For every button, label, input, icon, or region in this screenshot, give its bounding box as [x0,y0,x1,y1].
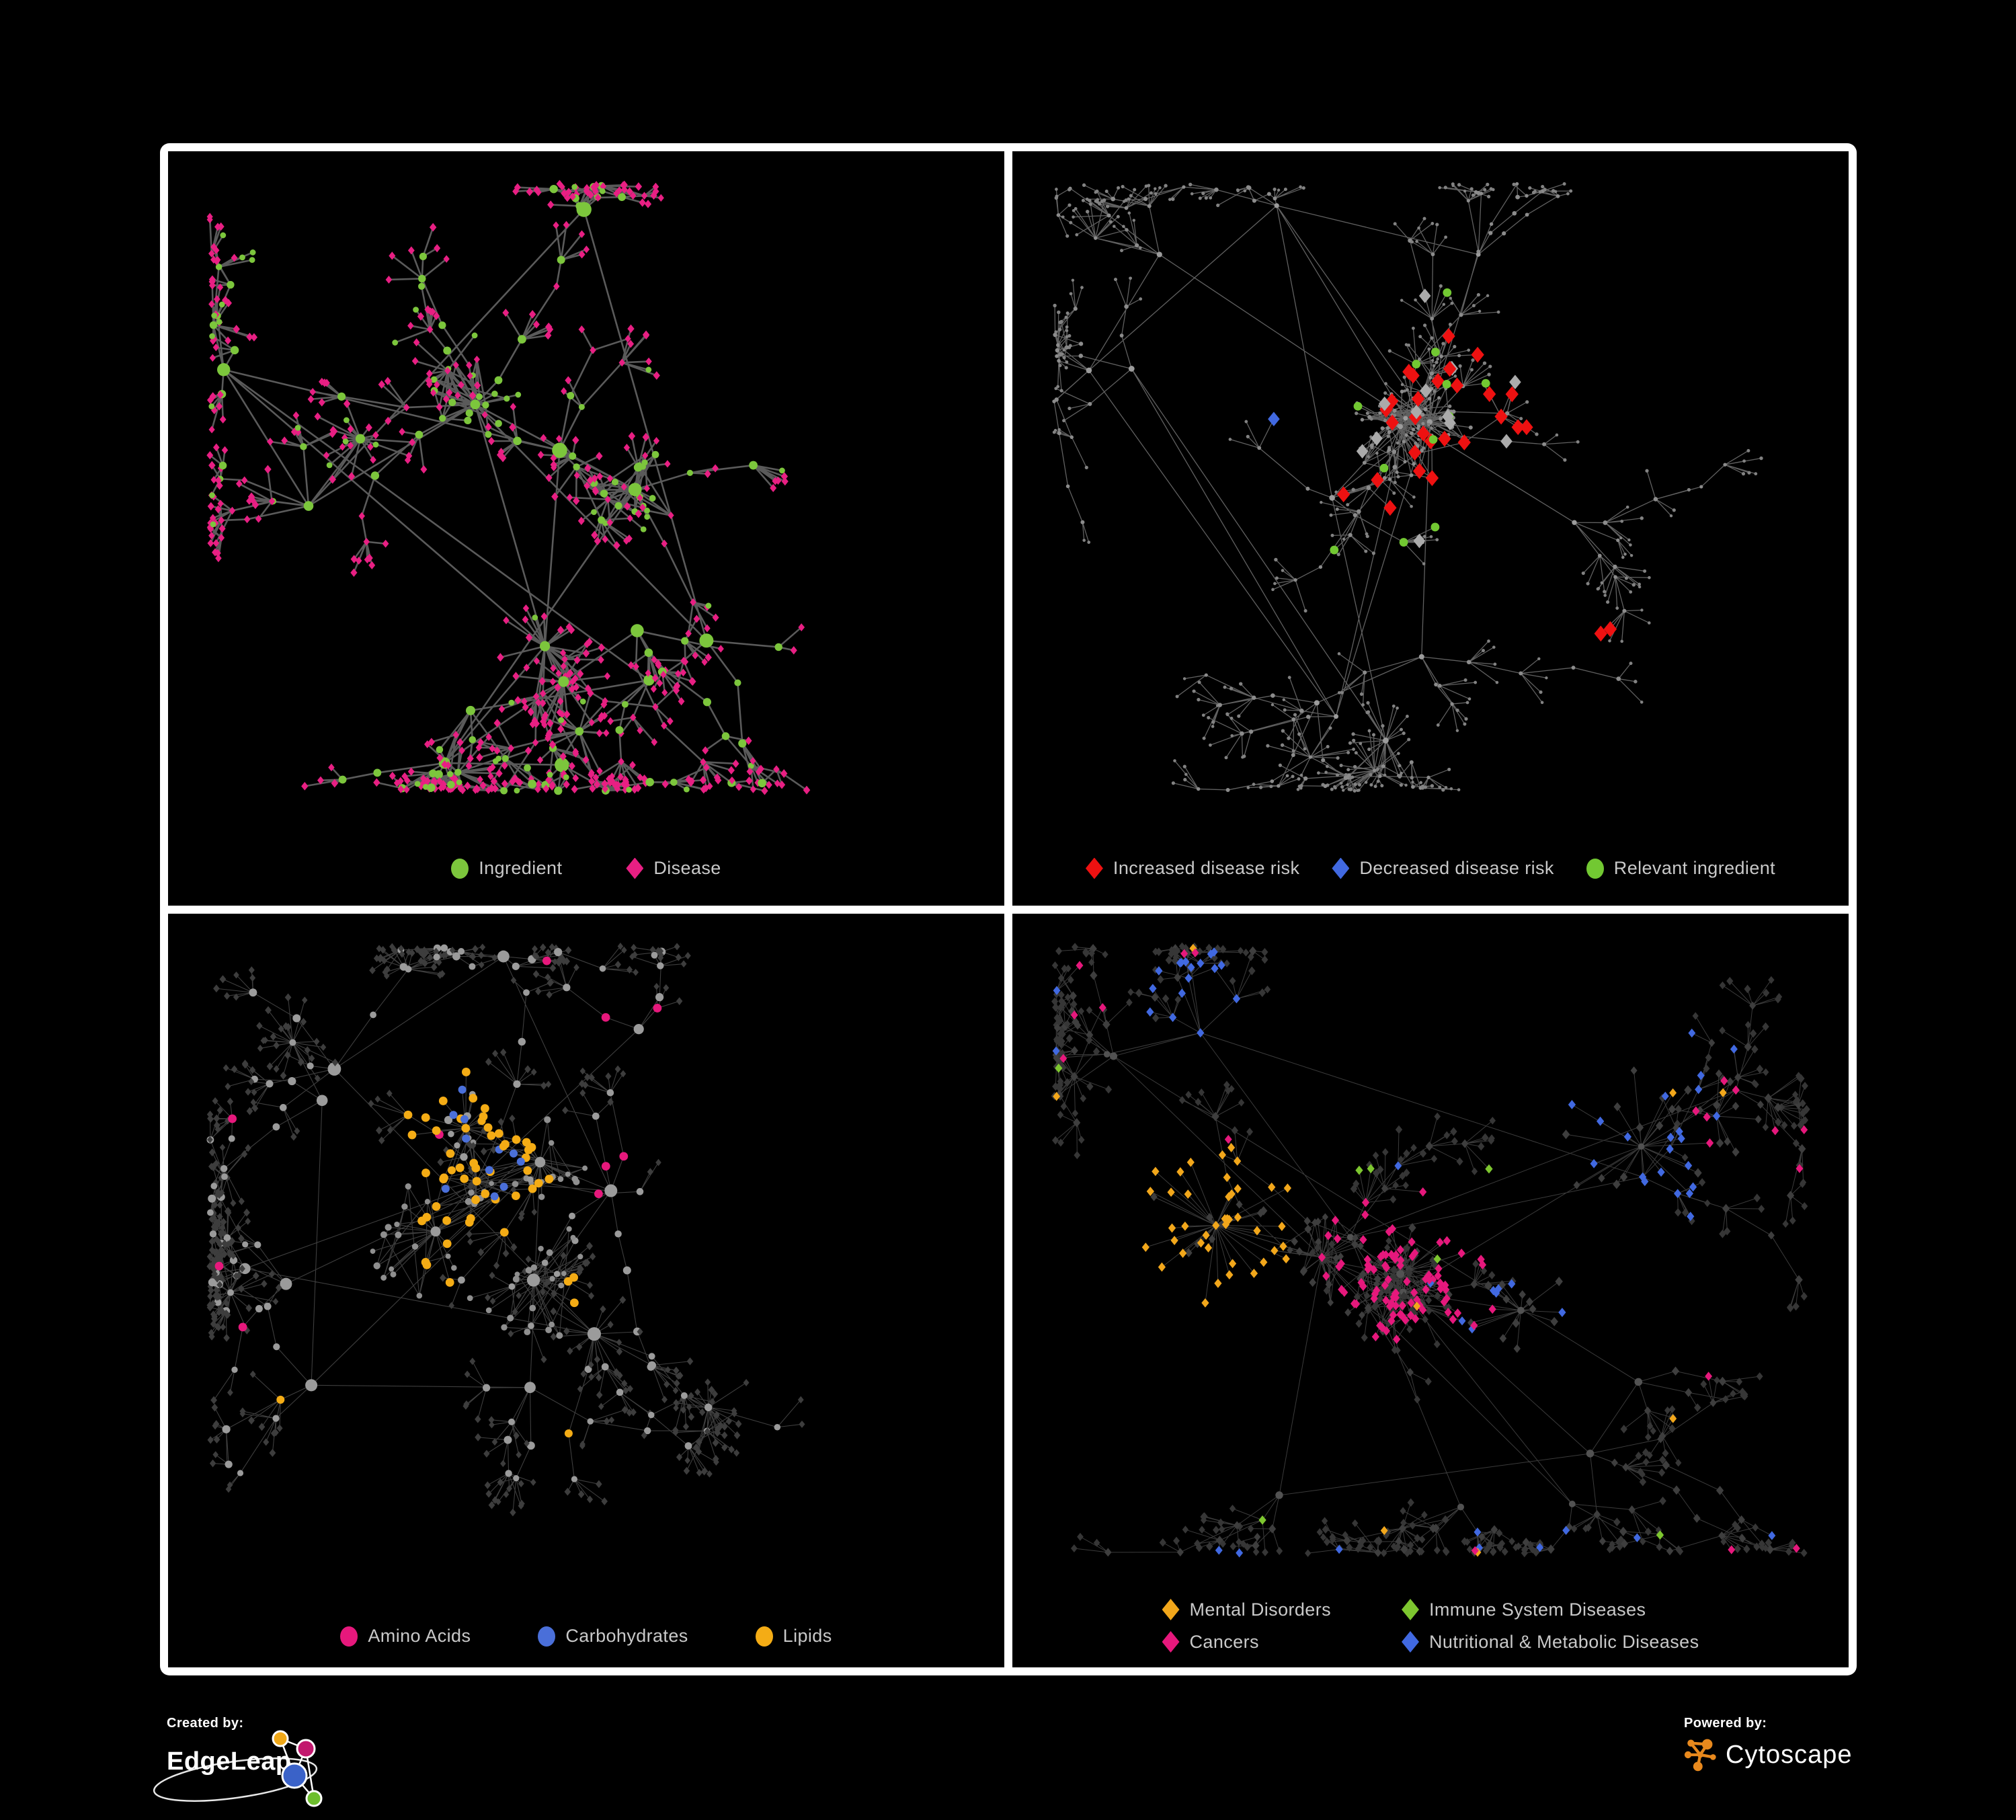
legend-item-amino-acids: Amino Acids [340,1626,471,1647]
legend-label: Disease [653,858,721,878]
legend-label: Carbohydrates [565,1626,688,1646]
legend-label: Lipids [782,1626,832,1646]
legend-item-disease: Disease [626,857,721,879]
panel-nutrients: Amino Acids Carbohydrates Lipids [168,913,1004,1667]
legend-item-carbohydrates: Carbohydrates [538,1626,688,1647]
legend-item-increased-risk: Increased disease risk [1085,857,1300,879]
cytoscape-network-icon [1684,1739,1716,1772]
powered-by-label: Powered by: [1684,1716,1767,1731]
legend-nutrients: Amino Acids Carbohydrates Lipids [168,1626,1004,1647]
carbohydrates-circle-icon [538,1626,556,1647]
legend-item-mental-disorders: Mental Disorders [1162,1599,1331,1620]
cytoscape-brand-text: Cytoscape [1726,1740,1853,1769]
legend-label: Immune System Diseases [1429,1599,1646,1620]
disease-diamond-icon [626,857,644,879]
increased-risk-diamond-icon [1085,857,1103,879]
legend-item-ingredient: Ingredient [451,858,562,879]
legend-label: Mental Disorders [1189,1599,1331,1620]
immune-system-diseases-diamond-icon [1402,1599,1419,1620]
relevant-ingredient-circle-icon [1586,858,1604,879]
lipids-circle-icon [755,1626,773,1647]
decreased-risk-diamond-icon [1332,857,1350,879]
cancers-diamond-icon [1162,1631,1180,1653]
mental-disorders-diamond-icon [1162,1599,1180,1620]
legend-label: Relevant ingredient [1613,858,1776,878]
legend-disease-risk: Increased disease risk Decreased disease… [1012,857,1849,879]
legend-item-immune-system-diseases: Immune System Diseases [1402,1599,1699,1620]
cytoscape-logo: Cytoscape [1684,1735,1966,1774]
created-by-block: Created by: EdgeLeap [153,1716,516,1809]
panel-ingredient-disease: Ingredient Disease [168,151,1004,906]
legend-item-decreased-risk: Decreased disease risk [1332,857,1554,879]
nutritional-metabolic-diseases-diamond-icon [1402,1631,1419,1653]
figure-grid: Ingredient Disease Increased disease ris… [160,143,1857,1675]
disease-categories-network-graph [1051,942,1810,1557]
powered-by-block: Powered by: Cytoscape [1684,1716,1966,1774]
legend-item-relevant-ingredient: Relevant ingredient [1586,858,1775,879]
edgeleap-network-icon [153,1730,323,1807]
legend-label: Increased disease risk [1113,858,1300,878]
legend-label: Amino Acids [368,1626,471,1646]
legend-item-lipids: Lipids [755,1626,832,1647]
edgeleap-logo: EdgeLeap [153,1730,516,1809]
legend-item-nutritional-metabolic-diseases: Nutritional & Metabolic Diseases [1402,1631,1699,1653]
legend-label: Decreased disease risk [1359,858,1554,878]
legend-disease-categories: Mental Disorders Immune System Diseases … [1012,1599,1849,1653]
nutrients-network-graph [206,942,805,1516]
legend-ingredient-disease: Ingredient Disease [168,857,1004,879]
created-by-label: Created by: [167,1716,244,1731]
legend-label: Nutritional & Metabolic Diseases [1429,1631,1699,1652]
ingredient-disease-network-graph [206,180,811,795]
legend-label: Ingredient [479,858,563,878]
amino-acids-circle-icon [340,1626,358,1647]
disease-risk-network-graph [1052,182,1763,793]
ingredient-circle-icon [451,858,469,879]
legend-label: Cancers [1189,1631,1259,1652]
panel-disease-risk: Increased disease risk Decreased disease… [1012,151,1849,906]
legend-item-cancers: Cancers [1162,1631,1331,1653]
panel-disease-categories: Mental Disorders Immune System Diseases … [1012,913,1849,1667]
